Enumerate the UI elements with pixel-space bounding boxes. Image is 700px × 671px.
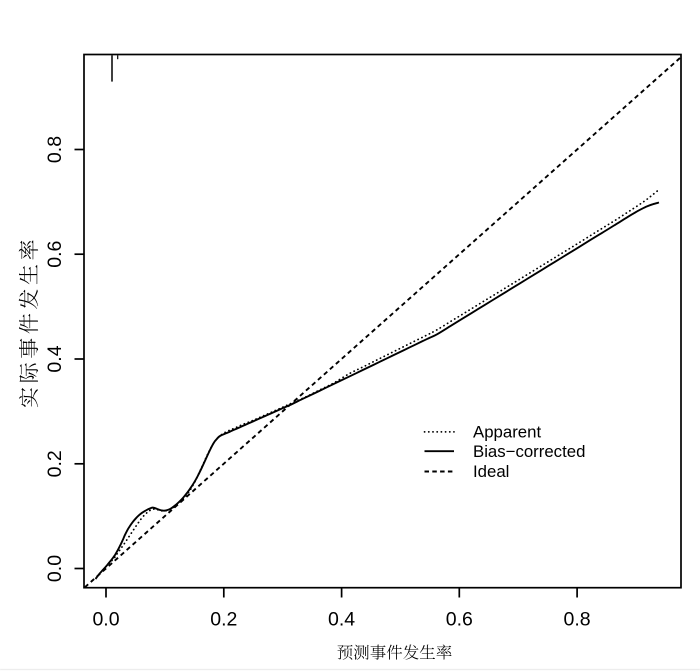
svg-text:0.4: 0.4 bbox=[328, 609, 355, 631]
svg-text:0.2: 0.2 bbox=[44, 450, 66, 477]
svg-text:0.4: 0.4 bbox=[44, 345, 66, 372]
svg-text:0.2: 0.2 bbox=[210, 609, 237, 631]
svg-text:0.0: 0.0 bbox=[44, 555, 66, 582]
svg-text:Bias−corrected: Bias−corrected bbox=[473, 442, 585, 461]
svg-text:0.6: 0.6 bbox=[44, 241, 66, 268]
svg-text:0.8: 0.8 bbox=[564, 609, 591, 631]
svg-text:0.8: 0.8 bbox=[44, 136, 66, 163]
svg-text:0.0: 0.0 bbox=[92, 609, 119, 631]
svg-text:Ideal: Ideal bbox=[473, 462, 509, 481]
svg-text:0.6: 0.6 bbox=[446, 609, 473, 631]
svg-text:Apparent: Apparent bbox=[473, 423, 541, 442]
